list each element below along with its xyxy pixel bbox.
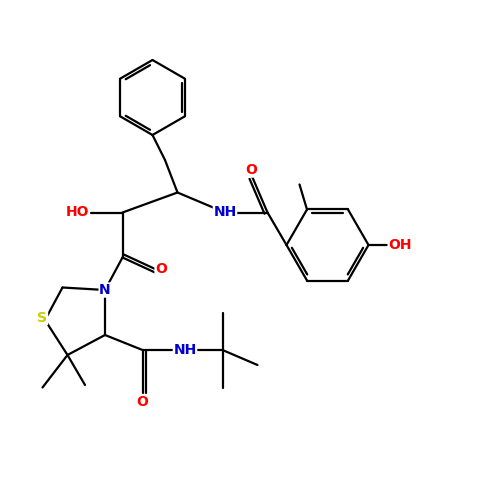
Text: N: N	[99, 283, 111, 297]
Text: O: O	[136, 396, 148, 409]
Text: S: S	[38, 310, 48, 324]
Text: NH: NH	[214, 206, 236, 220]
Text: OH: OH	[388, 238, 412, 252]
Text: HO: HO	[66, 206, 89, 220]
Text: O: O	[155, 262, 167, 276]
Text: NH: NH	[174, 343, 197, 357]
Text: O: O	[246, 163, 258, 177]
